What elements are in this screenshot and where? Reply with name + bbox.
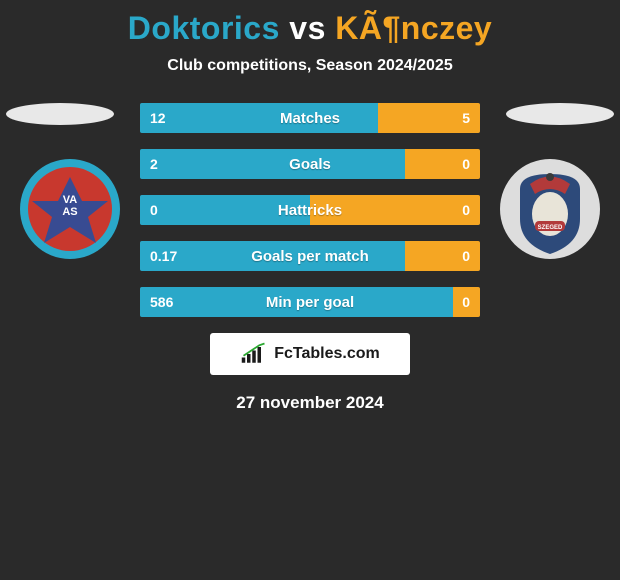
stat-bar-left: 2 — [140, 149, 405, 179]
stat-bar-left: 0.17 — [140, 241, 405, 271]
stat-row: 0.170Goals per match — [140, 241, 480, 271]
stat-row: 00Hattricks — [140, 195, 480, 225]
comparison-area: VA AS SZEGED 125Matches 20Goals 00Hattrick… — [0, 103, 620, 413]
comparison-bars: 125Matches 20Goals 00Hattricks 0.170Goals p… — [140, 103, 480, 317]
title-vs: vs — [280, 10, 335, 46]
title-player2: KÃ¶nczey — [335, 10, 492, 46]
page-title: Doktorics vs KÃ¶nczey — [0, 0, 620, 47]
stat-row: 20Goals — [140, 149, 480, 179]
stat-bar-right: 0 — [405, 149, 480, 179]
stat-bar-left: 586 — [140, 287, 453, 317]
club-badge-right: SZEGED — [500, 159, 600, 259]
subtitle: Club competitions, Season 2024/2025 — [0, 57, 620, 75]
svg-text:VA: VA — [63, 194, 78, 206]
club-crest-left-icon: VA AS — [20, 159, 120, 259]
fctables-logo-icon — [240, 342, 268, 366]
stat-row: 5860Min per goal — [140, 287, 480, 317]
title-player1: Doktorics — [128, 10, 280, 46]
stat-row: 125Matches — [140, 103, 480, 133]
stat-bar-right: 0 — [310, 195, 480, 225]
stat-bar-right: 0 — [405, 241, 480, 271]
branding-text: FcTables.com — [274, 345, 380, 363]
stat-bar-right: 5 — [378, 103, 480, 133]
shadow-ellipse-left — [6, 103, 114, 125]
stat-bar-left: 12 — [140, 103, 378, 133]
stat-bar-right: 0 — [453, 287, 480, 317]
branding-badge: FcTables.com — [210, 333, 410, 375]
stat-bar-left: 0 — [140, 195, 310, 225]
svg-text:SZEGED: SZEGED — [538, 225, 563, 231]
club-badge-left: VA AS — [20, 159, 120, 259]
svg-text:AS: AS — [62, 206, 77, 218]
shadow-ellipse-right — [506, 103, 614, 125]
club-crest-right-icon: SZEGED — [500, 159, 600, 259]
comparison-date: 27 november 2024 — [0, 393, 620, 413]
